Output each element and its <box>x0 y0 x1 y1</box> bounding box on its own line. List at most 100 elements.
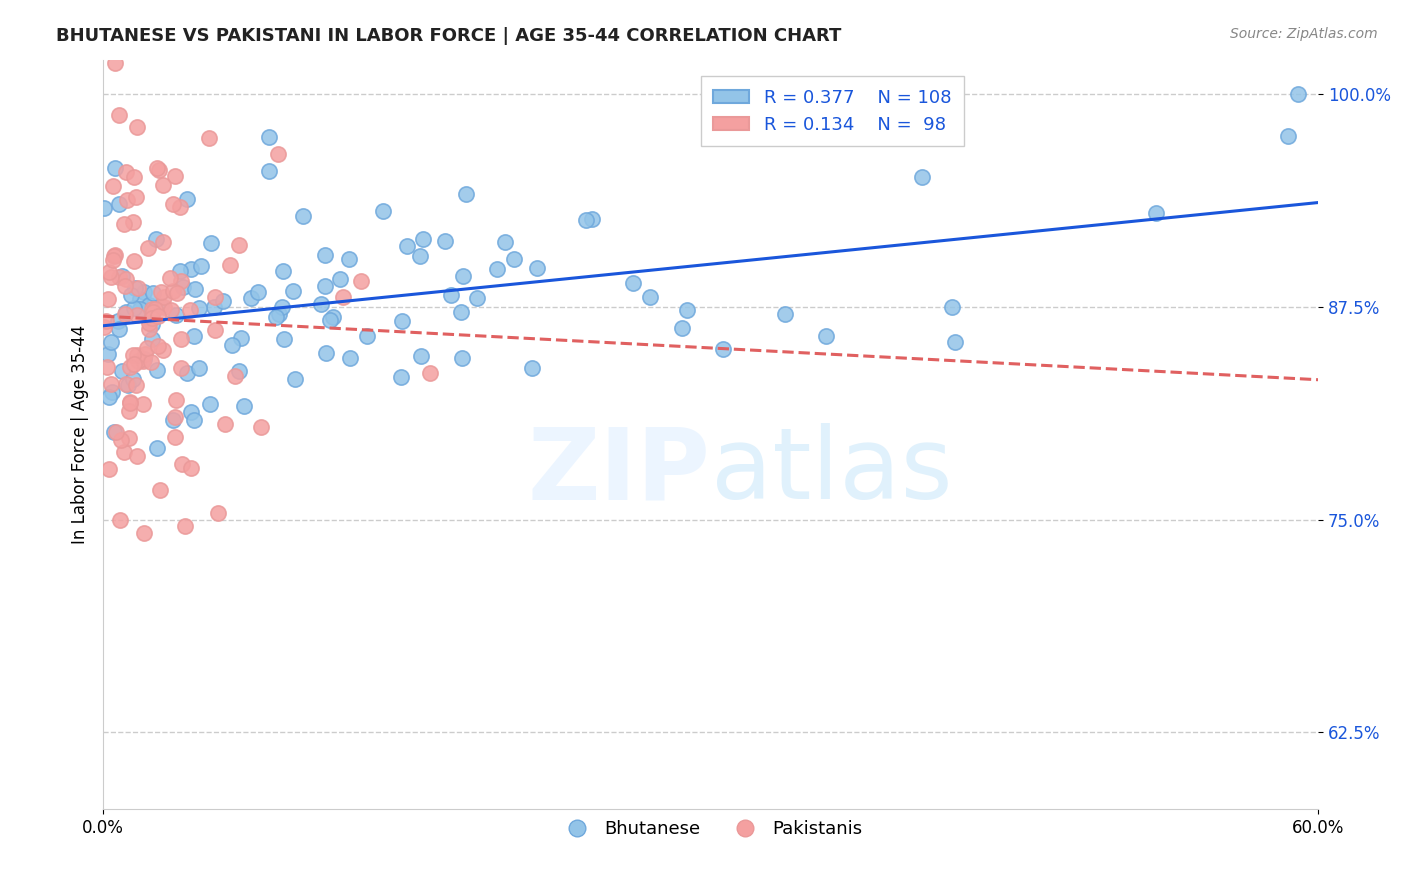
Point <box>228 237 250 252</box>
Point <box>104 248 127 262</box>
Point <box>100 377 122 392</box>
Point <box>221 338 243 352</box>
Point <box>284 372 307 386</box>
Point <box>356 329 378 343</box>
Point <box>122 357 145 371</box>
Point <box>134 526 156 541</box>
Point <box>127 281 149 295</box>
Point <box>115 194 138 208</box>
Point <box>200 397 222 411</box>
Point <box>200 236 222 251</box>
Point <box>93 201 115 215</box>
Point <box>172 280 194 294</box>
Point <box>160 303 183 318</box>
Legend: Bhutanese, Pakistanis: Bhutanese, Pakistanis <box>551 813 870 845</box>
Point <box>180 262 202 277</box>
Point <box>1277 129 1299 144</box>
Point <box>125 377 148 392</box>
Point <box>207 506 229 520</box>
Point <box>485 261 508 276</box>
Point <box>117 378 139 392</box>
Point <box>640 290 662 304</box>
Point <box>520 360 543 375</box>
Point <box>146 338 169 352</box>
Point <box>1286 87 1309 101</box>
Point <box>179 302 201 317</box>
Point <box>502 252 524 266</box>
Point <box>152 343 174 357</box>
Point <box>129 301 152 316</box>
Point <box>159 271 181 285</box>
Point <box>259 164 281 178</box>
Point <box>180 405 202 419</box>
Point <box>409 349 432 363</box>
Point <box>111 364 134 378</box>
Point <box>204 323 226 337</box>
Point <box>264 310 287 324</box>
Point <box>240 291 263 305</box>
Point <box>98 265 121 279</box>
Point <box>100 335 122 350</box>
Point <box>105 425 128 440</box>
Point <box>132 353 155 368</box>
Point <box>675 302 697 317</box>
Point <box>271 264 294 278</box>
Point <box>494 235 516 249</box>
Point <box>581 212 603 227</box>
Point <box>211 293 233 308</box>
Point <box>112 444 135 458</box>
Point <box>152 178 174 192</box>
Point <box>270 301 292 315</box>
Point <box>165 309 187 323</box>
Point <box>120 395 142 409</box>
Point <box>135 341 157 355</box>
Point <box>114 305 136 319</box>
Point <box>141 302 163 317</box>
Point <box>623 276 645 290</box>
Point <box>526 261 548 276</box>
Point <box>187 301 209 315</box>
Y-axis label: In Labor Force | Age 35-44: In Labor Force | Age 35-44 <box>72 325 89 544</box>
Text: Source: ZipAtlas.com: Source: ZipAtlas.com <box>1230 27 1378 41</box>
Point <box>142 305 165 319</box>
Point <box>292 209 315 223</box>
Point <box>122 348 145 362</box>
Point <box>319 312 342 326</box>
Point <box>112 217 135 231</box>
Point <box>152 290 174 304</box>
Point <box>146 441 169 455</box>
Point <box>134 347 156 361</box>
Point <box>172 457 194 471</box>
Point <box>373 204 395 219</box>
Point <box>125 190 148 204</box>
Point <box>108 322 131 336</box>
Point <box>389 370 412 384</box>
Point <box>138 298 160 312</box>
Point <box>103 253 125 268</box>
Point <box>122 372 145 386</box>
Point <box>146 363 169 377</box>
Point <box>349 275 371 289</box>
Point <box>139 355 162 369</box>
Point <box>108 513 131 527</box>
Point <box>267 147 290 161</box>
Point <box>395 239 418 253</box>
Point <box>149 285 172 300</box>
Point <box>103 249 125 263</box>
Point <box>180 461 202 475</box>
Point <box>183 413 205 427</box>
Point <box>162 284 184 298</box>
Point <box>409 249 432 263</box>
Point <box>125 308 148 322</box>
Point <box>141 332 163 346</box>
Point <box>170 361 193 376</box>
Point <box>138 321 160 335</box>
Point <box>143 301 166 316</box>
Point <box>434 234 457 248</box>
Point <box>163 430 186 444</box>
Point <box>118 396 141 410</box>
Point <box>114 307 136 321</box>
Point <box>97 346 120 360</box>
Point <box>218 258 240 272</box>
Point <box>101 178 124 193</box>
